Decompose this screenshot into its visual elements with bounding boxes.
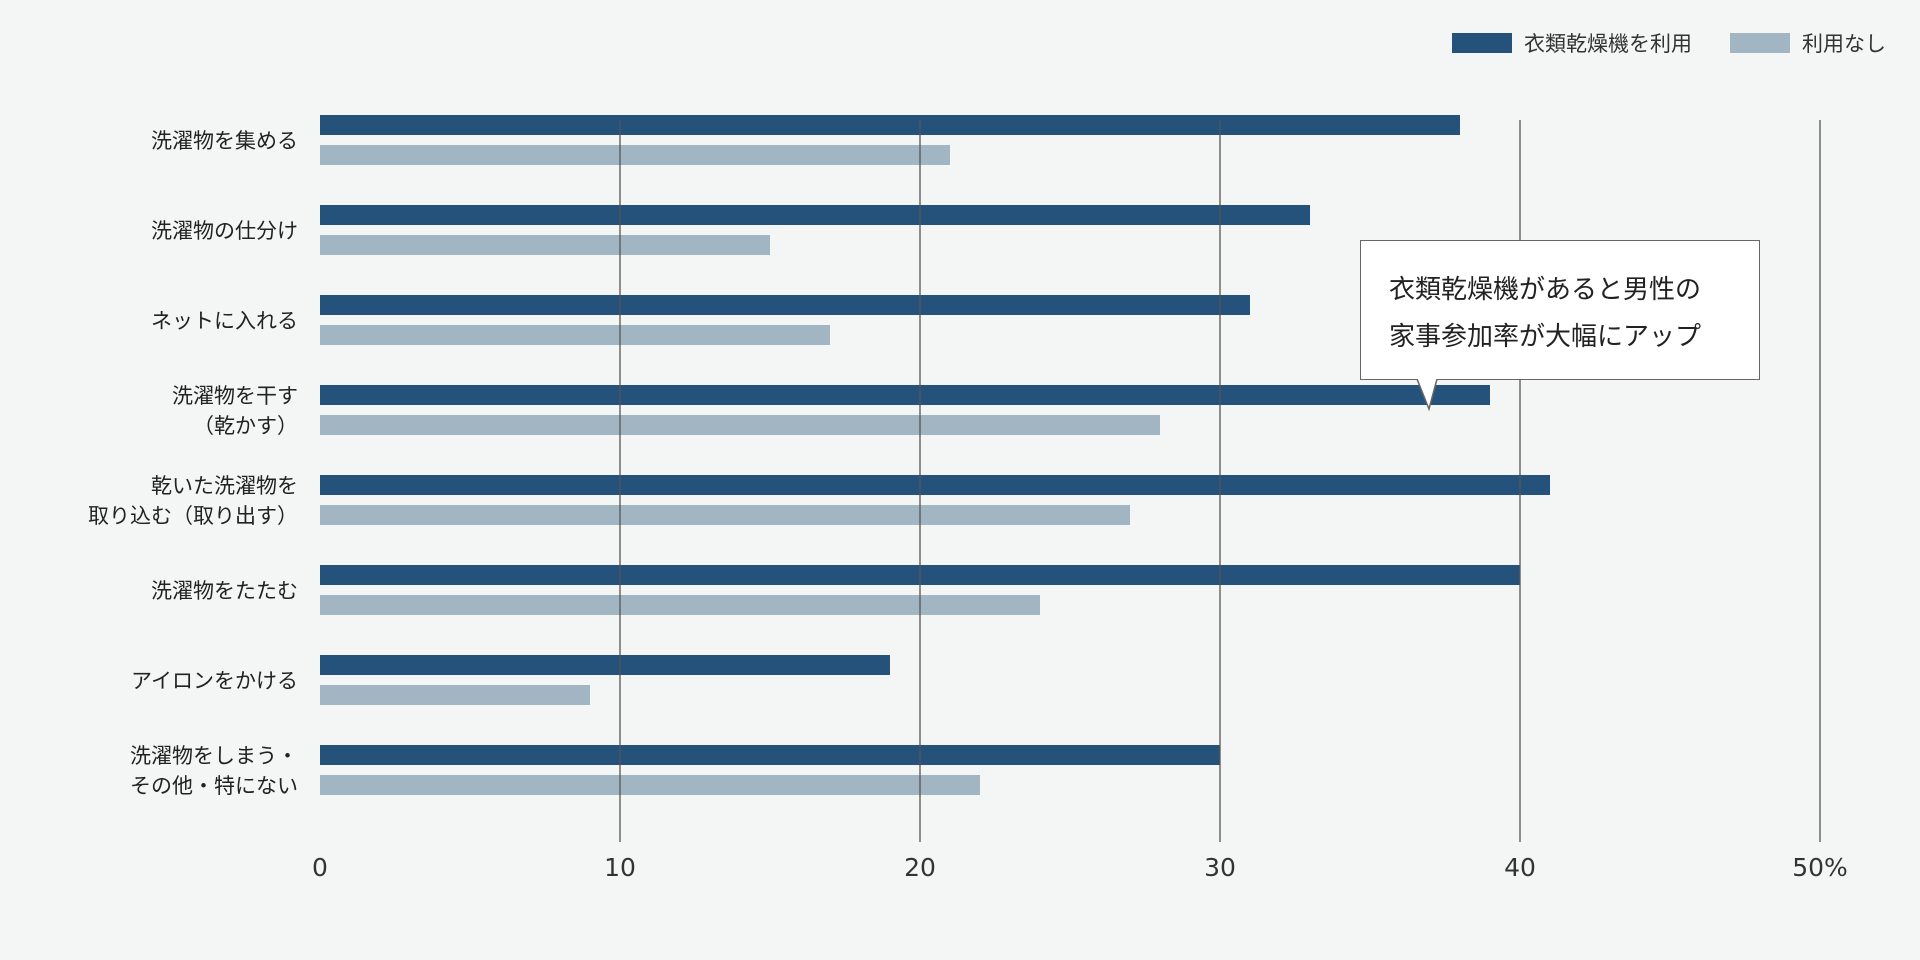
x-tick-label: 20: [904, 853, 936, 882]
legend: 衣類乾燥機を利用 利用なし: [1452, 28, 1886, 58]
callout-line-2: 家事参加率が大幅にアップ: [1389, 322, 1702, 352]
bar-series-a: [320, 295, 1250, 315]
bar-series-b: [320, 325, 830, 345]
category-label-line: 洗濯物を集める: [151, 129, 298, 153]
category-label-line: 乾いた洗濯物を: [151, 474, 298, 498]
category-label-line: 洗濯物をたたむ: [151, 579, 298, 603]
legend-item-series-a: 衣類乾燥機を利用: [1452, 28, 1692, 58]
category-label: 洗濯物を干す （乾かす）: [172, 384, 298, 438]
x-tick-label: 30: [1204, 853, 1236, 882]
category-label-line: （乾かす）: [193, 414, 298, 438]
bar-series-b: [320, 415, 1160, 435]
category-label-line: 取り込む（取り出す）: [88, 504, 298, 528]
callout-line-1: 衣類乾燥機があると男性の: [1389, 275, 1702, 305]
bar-series-a: [320, 385, 1490, 405]
category-label: 洗濯物をしまう・その他・特にない: [130, 744, 298, 798]
bar-series-b: [320, 145, 950, 165]
category-label: アイロンをかける: [131, 669, 298, 693]
callout-box: 衣類乾燥機があると男性の 家事参加率が大幅にアップ: [1360, 240, 1760, 380]
category-label-line: 洗濯物の仕分け: [151, 219, 298, 243]
category-label: 洗濯物を集める: [151, 129, 298, 153]
legend-item-series-b: 利用なし: [1730, 28, 1886, 58]
x-tick-label: 40: [1504, 853, 1536, 882]
category-label: 乾いた洗濯物を取り込む（取り出す）: [88, 474, 298, 528]
bar-series-a: [320, 655, 890, 675]
bar-series-b: [320, 505, 1130, 525]
category-label-line: 洗濯物をしまう・: [130, 744, 298, 768]
category-label-line: その他・特にない: [130, 774, 298, 798]
bar-series-b: [320, 775, 980, 795]
legend-label-series-b: 利用なし: [1802, 32, 1886, 56]
bar-series-a: [320, 475, 1550, 495]
category-label-line: ネットに入れる: [151, 309, 298, 333]
legend-swatch-series-a: [1452, 33, 1512, 53]
bar-series-b: [320, 685, 590, 705]
bar-series-a: [320, 745, 1220, 765]
bar-series-b: [320, 235, 770, 255]
bar-series-a: [320, 115, 1460, 135]
bar-series-b: [320, 595, 1040, 615]
category-label: ネットに入れる: [151, 309, 298, 333]
callout-pointer: [1416, 379, 1438, 412]
bar-series-a: [320, 205, 1310, 225]
category-label: 洗濯物の仕分け: [151, 219, 298, 243]
legend-label-series-a: 衣類乾燥機を利用: [1524, 32, 1692, 56]
x-tick-label: 0: [312, 853, 328, 882]
x-tick-label: 10: [604, 853, 636, 882]
category-label-line: 洗濯物を干す: [172, 384, 298, 408]
category-label-line: アイロンをかける: [131, 669, 298, 693]
legend-swatch-series-b: [1730, 33, 1790, 53]
category-label: 洗濯物をたたむ: [151, 579, 298, 603]
x-tick-label: 50%: [1792, 853, 1848, 882]
